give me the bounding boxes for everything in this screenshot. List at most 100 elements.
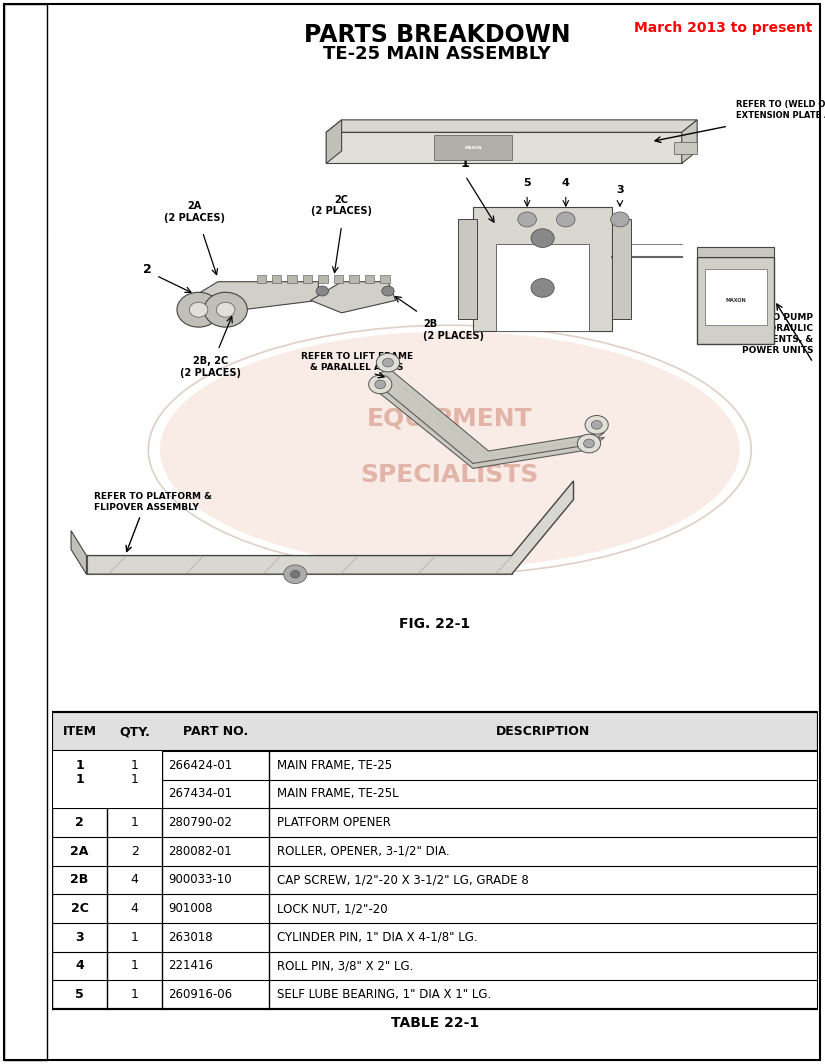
Circle shape — [383, 359, 394, 367]
Circle shape — [610, 212, 629, 227]
Circle shape — [204, 293, 248, 327]
Text: 4: 4 — [75, 960, 84, 972]
Text: 900033-10: 900033-10 — [168, 874, 232, 886]
Text: 1: 1 — [130, 816, 139, 829]
Text: DESCRIPTION: DESCRIPTION — [497, 725, 591, 738]
Text: LOCK NUT, 1/2"-20: LOCK NUT, 1/2"-20 — [277, 902, 388, 915]
Text: 2A: 2A — [70, 845, 89, 858]
Text: SELF LUBE BEARING, 1" DIA X 1" LG.: SELF LUBE BEARING, 1" DIA X 1" LG. — [277, 988, 492, 1001]
Polygon shape — [373, 376, 605, 468]
Text: TE-25 MAIN ASSEMBLY: TE-25 MAIN ASSEMBLY — [323, 45, 551, 63]
Circle shape — [518, 212, 536, 227]
Text: 280082-01: 280082-01 — [168, 845, 232, 858]
Text: 4: 4 — [562, 179, 570, 188]
Text: 4: 4 — [130, 902, 139, 915]
Bar — [458, 219, 477, 319]
Bar — [380, 276, 389, 283]
Circle shape — [376, 353, 399, 372]
Text: 4: 4 — [130, 874, 139, 886]
Bar — [52, 837, 818, 865]
Text: 1: 1 — [130, 960, 139, 972]
Text: REFER TO PUMP
COVER, HYDRAULIC
COMPONENTS, &
POWER UNITS: REFER TO PUMP COVER, HYDRAULIC COMPONENT… — [714, 313, 813, 355]
Circle shape — [531, 279, 554, 297]
Ellipse shape — [160, 332, 740, 568]
Text: CYLINDER PIN, 1" DIA X 4-1/8" LG.: CYLINDER PIN, 1" DIA X 4-1/8" LG. — [277, 931, 478, 944]
Text: ITEM: ITEM — [63, 725, 97, 738]
Text: ROLL PIN, 3/8" X 2" LG.: ROLL PIN, 3/8" X 2" LG. — [277, 960, 413, 972]
Text: TABLE 22-1: TABLE 22-1 — [391, 1016, 478, 1030]
Text: 280790-02: 280790-02 — [168, 816, 232, 829]
Circle shape — [316, 286, 328, 296]
Text: 901008: 901008 — [168, 902, 213, 915]
Bar — [52, 751, 163, 809]
Text: 1: 1 — [75, 759, 84, 771]
Bar — [272, 276, 281, 283]
Bar — [52, 894, 818, 922]
Text: MAIN FRAME, TE-25: MAIN FRAME, TE-25 — [277, 759, 392, 771]
Text: 11921 Slauson Ave.   Santa Fe Springs, CA  90670   (800) 227-4116   FAX (888) 77: 11921 Slauson Ave. Santa Fe Springs, CA … — [23, 520, 28, 757]
Bar — [52, 712, 818, 1009]
Polygon shape — [326, 120, 342, 164]
Text: 267434-01: 267434-01 — [168, 787, 233, 800]
Text: SPECIALISTS: SPECIALISTS — [361, 463, 539, 486]
Text: PLATFORM OPENER: PLATFORM OPENER — [277, 816, 391, 829]
Bar — [287, 276, 297, 283]
Text: 221416: 221416 — [168, 960, 214, 972]
Text: 1: 1 — [461, 156, 469, 169]
Text: REFER TO PLATFORM &
FLIPOVER ASSEMBLY: REFER TO PLATFORM & FLIPOVER ASSEMBLY — [94, 492, 212, 512]
Polygon shape — [71, 531, 87, 575]
Text: MAXON: MAXON — [18, 138, 33, 202]
Circle shape — [585, 416, 608, 434]
Text: 1: 1 — [130, 759, 139, 771]
Circle shape — [592, 420, 602, 429]
Bar — [52, 865, 818, 894]
Text: PART NO.: PART NO. — [183, 725, 248, 738]
Polygon shape — [681, 120, 697, 164]
Text: MAIN FRAME, TE-25L: MAIN FRAME, TE-25L — [277, 787, 398, 800]
Bar — [52, 751, 818, 780]
Circle shape — [531, 229, 554, 248]
Circle shape — [290, 570, 299, 578]
Text: 5: 5 — [523, 179, 531, 188]
Bar — [52, 951, 818, 980]
Text: 2: 2 — [144, 263, 152, 276]
Text: ®: ® — [35, 215, 41, 221]
Text: 2C: 2C — [71, 902, 88, 915]
Text: 2B
(2 PLACES): 2B (2 PLACES) — [422, 319, 483, 340]
Text: PARTS BREAKDOWN: PARTS BREAKDOWN — [304, 23, 571, 48]
Text: 1: 1 — [130, 931, 139, 944]
Bar — [334, 276, 343, 283]
Text: REFER TO LIFT FRAME
& PARALLEL ARMS: REFER TO LIFT FRAME & PARALLEL ARMS — [301, 352, 413, 372]
Text: 1: 1 — [130, 774, 139, 786]
Text: 263018: 263018 — [168, 931, 213, 944]
Bar — [303, 276, 312, 283]
Bar — [674, 142, 697, 154]
Bar — [697, 248, 775, 256]
Text: 260916-06: 260916-06 — [168, 988, 233, 1001]
Bar — [705, 269, 766, 326]
Circle shape — [375, 380, 385, 388]
Bar — [257, 276, 266, 283]
Text: 2C
(2 PLACES): 2C (2 PLACES) — [311, 195, 372, 216]
Text: 3: 3 — [75, 931, 84, 944]
Circle shape — [557, 212, 575, 227]
Polygon shape — [187, 282, 318, 313]
Bar — [52, 809, 818, 837]
Circle shape — [369, 376, 392, 394]
Circle shape — [382, 286, 394, 296]
Bar — [612, 219, 631, 319]
Polygon shape — [373, 367, 605, 464]
Bar — [697, 256, 775, 344]
Circle shape — [578, 434, 601, 453]
Text: 1: 1 — [130, 988, 139, 1001]
Circle shape — [189, 302, 208, 317]
Circle shape — [583, 439, 594, 448]
Polygon shape — [496, 245, 589, 332]
Circle shape — [284, 565, 307, 583]
Text: MAXON: MAXON — [725, 298, 747, 303]
Text: 2B, 2C
(2 PLACES): 2B, 2C (2 PLACES) — [180, 356, 241, 378]
Bar — [4, 4, 47, 1060]
Text: EQUIPMENT: EQUIPMENT — [367, 406, 533, 431]
Bar — [52, 922, 818, 951]
Text: 3: 3 — [616, 184, 624, 195]
